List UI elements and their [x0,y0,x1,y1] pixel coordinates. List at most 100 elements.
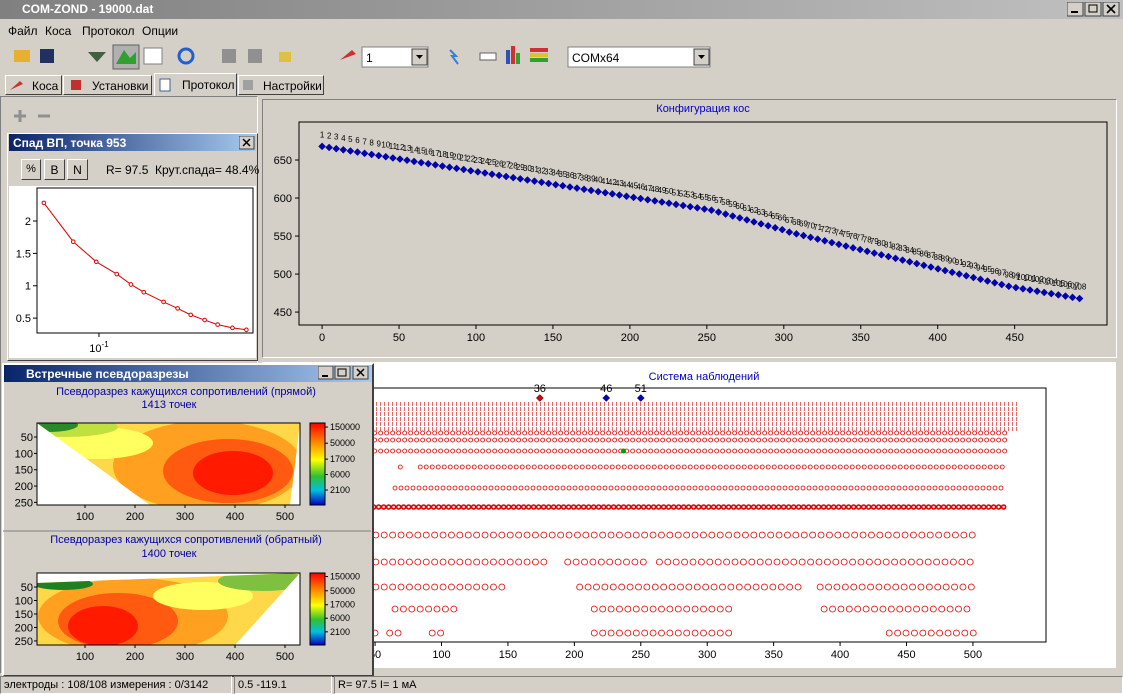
x-tick-label: 50 [393,332,405,344]
electrode [1019,285,1026,292]
electrode [991,279,998,286]
decay-point [71,240,75,244]
electrode [319,143,326,150]
lock-icon[interactable] [279,52,291,62]
measurement-segment [817,584,974,590]
electrode-label: 2 [327,131,332,140]
x-tick-label: 400 [226,651,244,663]
electrode [446,164,453,171]
electrode [694,204,701,211]
electrode [1069,294,1076,301]
decay-point [203,318,207,322]
electrode [389,154,396,161]
close[interactable] [239,136,255,150]
colorbar-label: 2100 [330,627,350,637]
menu-item[interactable]: Коса [45,24,71,38]
measurement-segment [393,486,1003,490]
electrode [715,209,722,216]
add-button[interactable] [14,110,26,122]
x-tick-label: 500 [276,651,294,663]
electrode [1055,291,1062,298]
electrode-label: 4 [341,134,346,143]
y-tick-label: 150 [15,609,33,621]
maximize[interactable] [335,366,350,379]
open-icon[interactable] [14,50,30,62]
electrode [807,234,814,241]
electrode [630,194,637,201]
measurement-segment [309,407,1017,411]
measurement-segment [418,465,1004,469]
electrode [786,229,793,236]
decay-point [245,328,249,332]
electrode [814,236,821,243]
button[interactable]: B [44,159,65,180]
electrode [998,281,1005,288]
decay-title-bar: Спад ВП, точка 953 [9,134,256,151]
electrode [658,199,665,206]
measurement-segment [387,630,401,636]
electrode [949,269,956,276]
electrode [517,175,524,182]
decay-point [142,290,146,294]
tool-icon[interactable] [144,48,162,64]
menu-item[interactable]: Файл [8,24,38,38]
tool-icon[interactable] [222,49,236,63]
electrode [510,174,517,181]
measurement-segment [821,606,970,612]
electrode [616,192,623,199]
electrode [842,243,849,250]
window-controls[interactable] [1067,2,1121,18]
electrode [729,213,736,220]
electrode [736,214,743,221]
maximize[interactable] [1085,2,1101,16]
tool-icon[interactable] [248,49,262,63]
electrode [687,203,694,210]
electrode [531,178,538,185]
icon [71,80,81,90]
icon [10,81,23,90]
electrode [927,264,934,271]
button[interactable]: N [67,159,88,180]
decay-point [115,272,119,276]
x-tick-label: 450 [897,649,915,661]
electrode [333,145,340,152]
electrode [375,152,382,159]
refresh-icon[interactable] [179,49,193,63]
electrode [701,206,708,213]
measurement-segment [591,630,731,636]
electrode-marker [637,395,644,402]
x-tick-label: 400 [831,649,849,661]
electrode-label: 8 [369,138,374,147]
icon [160,79,170,91]
tool-icon[interactable] [340,50,356,60]
y-tick-label: 50 [21,432,33,444]
measurement-segment [565,559,647,565]
x-tick-label: 100 [76,511,94,523]
electrode [708,207,715,214]
colorbar-label: 50000 [330,438,355,448]
tool-icon[interactable] [480,53,496,60]
electrode [474,168,481,175]
minimize[interactable] [1067,2,1083,16]
save-icon[interactable] [40,49,54,63]
tool-icon[interactable] [88,52,106,62]
colorbar-label: 50000 [330,586,355,596]
measurement-segment [307,431,1007,435]
menu-item[interactable]: Протокол [82,24,135,38]
tool-icon[interactable] [450,50,458,64]
electrode [467,167,474,174]
x-tick-label: 200 [565,649,583,661]
x-tick-label: 250 [632,649,650,661]
electrode [963,272,970,279]
window-controls[interactable] [318,366,372,381]
plot-frame [37,188,253,333]
electrode [800,232,807,239]
button[interactable]: % [21,159,41,180]
electrode [418,159,425,166]
minimize[interactable] [318,366,333,379]
menu-item[interactable]: Опции [142,24,178,38]
electrode [552,181,559,188]
y-tick-label: 1.5 [16,248,31,260]
electrode [609,190,616,197]
